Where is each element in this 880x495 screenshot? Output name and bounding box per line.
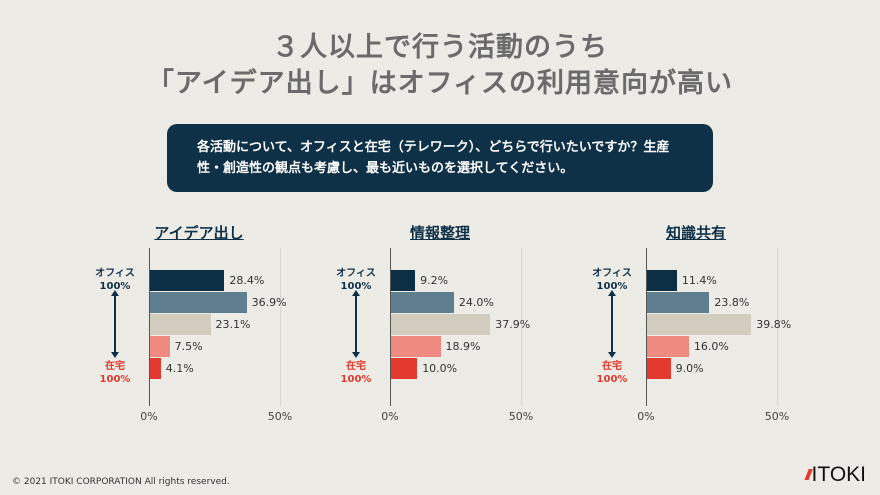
- data-label: 24.0%: [458, 296, 494, 309]
- question-box: 各活動について、オフィスと在宅（テレワーク）、どちらで行いたいですか？生産性・創…: [167, 124, 713, 192]
- office-label: オフィス 100%: [336, 267, 376, 293]
- office-text: オフィス: [592, 268, 632, 279]
- home-text: 在宅: [105, 361, 125, 372]
- bar: [647, 358, 671, 379]
- bar: [150, 314, 211, 335]
- data-label: 4.1%: [165, 362, 194, 375]
- home-label: 在宅 100%: [100, 360, 131, 386]
- office-pct: 100%: [340, 281, 372, 292]
- home-pct: 100%: [99, 374, 131, 385]
- office-label: オフィス 100%: [592, 267, 632, 293]
- data-label: 18.9%: [445, 340, 481, 353]
- bar: [391, 336, 441, 357]
- data-label: 10.0%: [422, 362, 458, 375]
- data-label: 36.9%: [251, 296, 287, 309]
- bar: [647, 270, 677, 291]
- itoki-logo: /// ITOKI: [805, 463, 866, 487]
- bar: [647, 336, 689, 357]
- chart-2: 情報整理 9.2% 24.0% 37.9% 18.9% 10.0% 0% 50% オフィス 100…: [0, 220, 880, 430]
- gridline-50: [280, 248, 281, 406]
- office-label: オフィス 100%: [95, 267, 135, 293]
- home-label: 在宅 100%: [597, 360, 628, 386]
- tick-label: 50%: [508, 410, 534, 423]
- chart-title: 情報整理: [409, 224, 471, 242]
- bar: [150, 358, 161, 379]
- data-label: 39.8%: [756, 318, 792, 331]
- axis-line: [646, 248, 647, 406]
- office-text: オフィス: [95, 268, 135, 279]
- bar: [391, 270, 416, 291]
- chart-3: 知識共有 11.4% 23.8% 39.8% 16.0% 9.0% 0% 50% オフィス 100…: [0, 220, 880, 430]
- home-text: 在宅: [602, 361, 622, 372]
- tick-label: 0%: [381, 410, 399, 423]
- bar: [391, 358, 418, 379]
- copyright: © 2021 ITOKI CORPORATION All rights rese…: [12, 477, 230, 487]
- axis-line: [390, 248, 391, 406]
- home-pct: 100%: [340, 374, 372, 385]
- title-line-2: 「アイデア出し」はオフィスの利用意向が高い: [146, 68, 734, 99]
- chart-title: アイデア出し: [154, 224, 244, 242]
- home-text: 在宅: [346, 361, 366, 372]
- data-label: 23.8%: [714, 296, 750, 309]
- axis-line: [149, 248, 150, 406]
- data-label: 23.1%: [215, 318, 251, 331]
- data-label: 16.0%: [693, 340, 729, 353]
- bar: [150, 270, 225, 291]
- chart-title: 知識共有: [665, 224, 727, 242]
- bar: [647, 314, 752, 335]
- tick-label: 50%: [764, 410, 790, 423]
- data-label: 7.5%: [174, 340, 203, 353]
- data-label: 11.4%: [681, 274, 717, 287]
- bar: [391, 314, 491, 335]
- double-arrow-icon: [352, 290, 360, 358]
- data-label: 9.0%: [675, 362, 704, 375]
- bar: [647, 292, 710, 313]
- home-label: 在宅 100%: [341, 360, 372, 386]
- logo-text: ITOKI: [811, 463, 866, 486]
- chart-1: アイデア出し 28.4% 36.9% 23.1% 7.5% 4.1% 0% 50% オフィス 10…: [0, 220, 880, 430]
- gridline-50: [521, 248, 522, 406]
- data-label: 37.9%: [495, 318, 531, 331]
- page-title: ３人以上で行う活動のうち 「アイデア出し」はオフィスの利用意向が高い: [0, 30, 880, 102]
- office-text: オフィス: [336, 268, 376, 279]
- bar: [150, 292, 247, 313]
- data-label: 28.4%: [229, 274, 265, 287]
- logo-mark: ///: [805, 466, 811, 484]
- office-pct: 100%: [596, 281, 628, 292]
- tick-label: 50%: [267, 410, 293, 423]
- tick-label: 0%: [140, 410, 158, 423]
- bar: [391, 292, 454, 313]
- title-line-1: ３人以上で行う活動のうち: [272, 32, 608, 63]
- office-pct: 100%: [99, 281, 131, 292]
- home-pct: 100%: [596, 374, 628, 385]
- tick-label: 0%: [637, 410, 655, 423]
- data-label: 9.2%: [420, 274, 449, 287]
- gridline-50: [777, 248, 778, 406]
- bar: [150, 336, 170, 357]
- double-arrow-icon: [111, 290, 119, 358]
- double-arrow-icon: [608, 290, 616, 358]
